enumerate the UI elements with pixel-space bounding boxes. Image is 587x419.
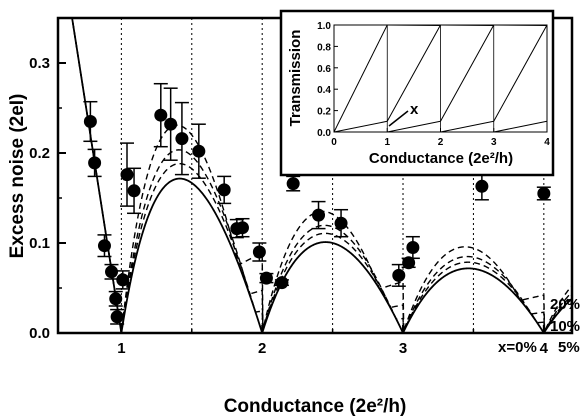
inset-y-tick-label: 0.8: [317, 42, 331, 53]
inset-transmission-line: [387, 120, 441, 133]
main-y-axis-title: Excess noise (2eI): [7, 94, 28, 259]
main-x-axis-title: Conductance (2e²/h): [224, 396, 407, 417]
data-point: [392, 268, 406, 282]
inset-chart: 0.0 0.2 0.4 0.6 0.8 1.0 0 1 2 3 4 x Conductance (2…: [279, 9, 555, 177]
data-point: [217, 183, 231, 197]
y-tick-label: 0.0: [29, 325, 50, 342]
data-point: [116, 273, 130, 287]
main-data-points: [83, 82, 551, 325]
data-point: [109, 292, 123, 306]
data-point: [406, 241, 420, 254]
inset-annotation-pointer: [388, 110, 409, 127]
curve-label-5: 5%: [558, 339, 580, 356]
inset-transmission-line: [333, 24, 388, 133]
inset-border: [279, 9, 555, 177]
data-point: [154, 108, 168, 122]
inset-transmission-line: [493, 24, 548, 122]
x-tick-label: 1: [117, 340, 125, 357]
data-point: [164, 117, 178, 131]
y-tick-label: 0.2: [29, 145, 50, 162]
inset-x-tick-label: 1: [384, 137, 390, 148]
inset-transmission-line: [440, 24, 495, 122]
inset-transmission-line: [493, 120, 548, 133]
inset-x-tick-label: 0: [331, 137, 337, 148]
inset-y-tick-label: 0.2: [317, 107, 331, 118]
data-point: [83, 115, 97, 128]
inset-y-tick-label: 0.0: [317, 128, 331, 139]
data-point: [97, 239, 111, 253]
data-point: [235, 221, 249, 235]
data-point: [475, 179, 489, 193]
data-point: [334, 216, 348, 230]
data-point: [286, 177, 300, 191]
inset-x-axis-title: Conductance (2e²/h): [369, 150, 513, 167]
inset-x-tick-label: 2: [438, 137, 444, 148]
data-point: [120, 168, 134, 182]
curve-label-0: x=0%: [498, 339, 537, 356]
data-point: [312, 208, 326, 222]
data-point: [275, 276, 289, 290]
inset-x-tick-label: 4: [544, 137, 550, 148]
y-tick-label: 0.1: [29, 235, 50, 252]
inset-transmission-line: [333, 120, 388, 133]
main-ticks: 0.0 0.1 0.2 0.3 1 2 3 4: [29, 55, 549, 357]
curve-label-10: 10%: [550, 318, 580, 335]
x-tick-label: 4: [540, 340, 549, 357]
curve-0: [71, 18, 572, 333]
curve-3: [71, 18, 572, 333]
inset-y-tick-label: 0.6: [317, 64, 331, 75]
y-tick-label: 0.3: [29, 55, 50, 72]
inset-ticks: 0.0 0.2 0.4 0.6 0.8 1.0 0 1 2 3 4: [317, 21, 550, 148]
data-point: [259, 271, 273, 285]
data-point: [127, 184, 141, 198]
data-point: [537, 187, 551, 200]
inset-y-tick-label: 0.4: [317, 85, 331, 96]
curve-1: [71, 18, 572, 333]
data-point: [110, 310, 124, 324]
inset-background: [281, 11, 553, 175]
data-point: [105, 265, 119, 279]
x-tick-label: 2: [258, 340, 266, 357]
data-point: [175, 132, 189, 146]
data-point: [252, 245, 266, 259]
inset-y-axis-title: Transmission: [287, 30, 304, 127]
curve-label-20: 20%: [550, 296, 580, 313]
inset-annotation-x: x: [410, 101, 419, 118]
data-point: [402, 256, 416, 270]
inset-x-tick-label: 3: [491, 137, 497, 148]
inset-gridlines: [386, 25, 495, 132]
inset-transmission-line: [440, 120, 494, 133]
data-point: [88, 156, 102, 170]
inset-y-tick-label: 1.0: [317, 21, 331, 32]
inset-transmission-line: [386, 24, 441, 122]
data-point: [192, 144, 206, 158]
x-tick-label: 3: [399, 340, 407, 357]
